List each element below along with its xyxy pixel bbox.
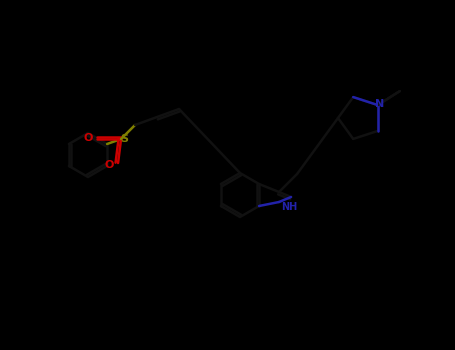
Text: NH: NH (281, 202, 297, 212)
Text: O: O (83, 133, 93, 143)
Text: N: N (375, 99, 384, 109)
Text: O: O (104, 160, 114, 170)
Text: S: S (120, 134, 128, 144)
